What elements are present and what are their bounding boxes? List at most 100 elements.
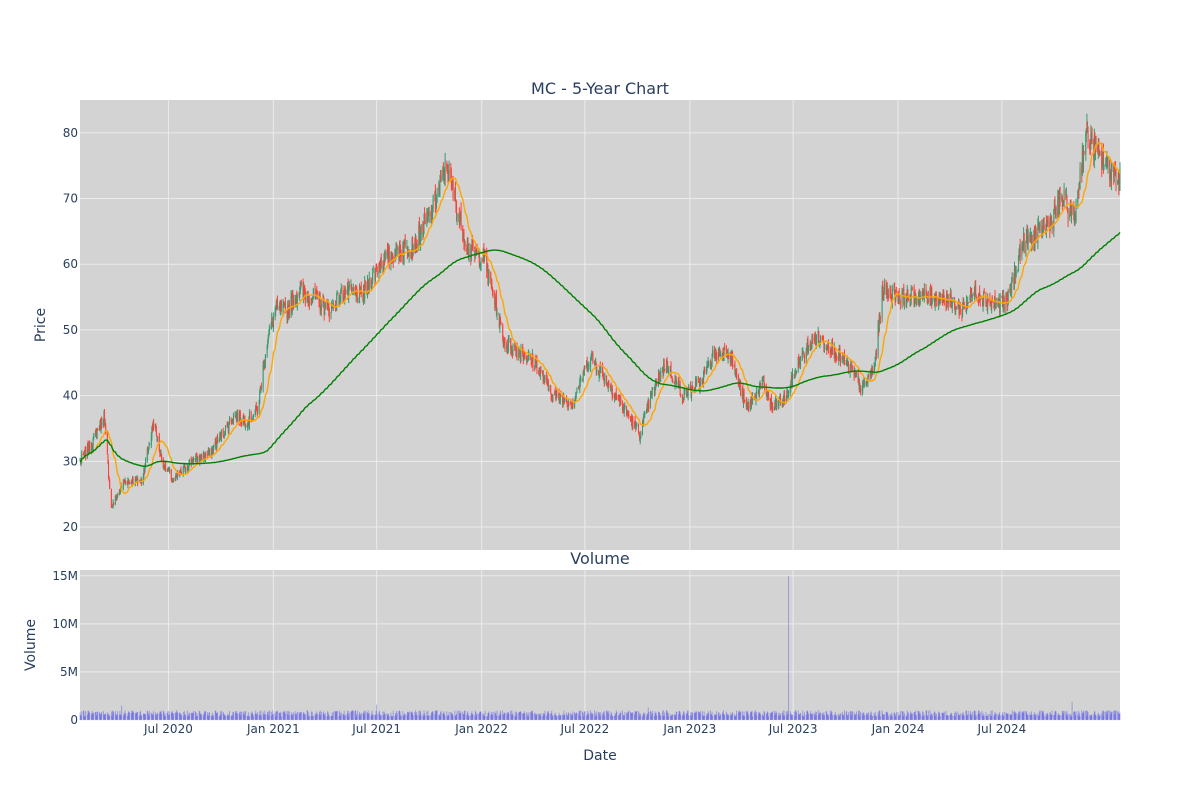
volume-bar (1038, 715, 1040, 720)
volume-bar (193, 710, 194, 720)
volume-bar (792, 714, 793, 720)
volume-bar (530, 711, 532, 720)
candle-body (1027, 235, 1029, 244)
candle-body (368, 285, 370, 291)
volume-bar (961, 713, 963, 720)
volume-bar (1073, 711, 1075, 720)
candle-body (183, 465, 185, 467)
volume-bar (643, 712, 645, 720)
candle-body (938, 297, 940, 304)
candle-body (419, 232, 421, 244)
candle-body (110, 490, 112, 507)
candle-body (739, 381, 741, 383)
volume-bar (1014, 710, 1015, 720)
volume-bar (259, 711, 261, 720)
candle-body (510, 349, 512, 352)
candle-body (444, 160, 446, 181)
candle-body (267, 334, 269, 342)
volume-bar (147, 711, 149, 720)
volume-bar (104, 714, 105, 720)
candle-body (116, 497, 118, 500)
volume-bar (279, 713, 281, 720)
candle-body (918, 295, 920, 306)
volume-bar (217, 712, 218, 720)
volume-bar (479, 711, 481, 720)
candle-body (950, 293, 952, 295)
volume-bar (343, 714, 345, 720)
volume-bar (949, 715, 951, 720)
volume-bar (690, 712, 692, 720)
volume-bar (1095, 714, 1096, 720)
candle-body (1094, 135, 1096, 155)
volume-bar (719, 714, 721, 720)
candle-body (404, 238, 406, 245)
volume-bar (835, 714, 837, 720)
candle-body (165, 462, 167, 470)
volume-bar (438, 714, 440, 720)
candle-body (663, 363, 665, 370)
candle-body (530, 354, 532, 357)
candle-body (702, 381, 704, 385)
candle-body (312, 296, 314, 299)
candle-body (1029, 234, 1031, 242)
candle-body (194, 458, 196, 461)
volume-bar (159, 712, 161, 720)
candle-body (475, 250, 477, 253)
candle-body (395, 242, 397, 260)
candle-body (905, 298, 907, 307)
candle-body (520, 348, 522, 360)
candle-body (319, 298, 321, 300)
candle-body (991, 296, 993, 303)
volume-bar (555, 715, 557, 720)
volume-bar (372, 714, 374, 720)
candle-body (907, 298, 909, 301)
volume-bar (258, 715, 260, 720)
candle-body (855, 373, 857, 377)
candle-body (835, 358, 837, 359)
candle-body (1061, 196, 1063, 203)
candle-body (919, 296, 921, 306)
candle-body (618, 395, 620, 399)
candle-body (639, 434, 641, 441)
candle-body (458, 213, 460, 221)
volume-bar (172, 713, 174, 720)
candle-body (603, 379, 605, 384)
volume-bar (1002, 712, 1003, 720)
volume-bar (460, 712, 462, 720)
volume-bar (885, 712, 887, 720)
candle-body (758, 384, 760, 394)
candle-body (471, 242, 473, 251)
volume-bar (79, 712, 81, 720)
volume-bar (875, 716, 877, 720)
volume-bar (128, 711, 130, 720)
volume-bar (1047, 714, 1049, 720)
candle-body (584, 367, 586, 369)
volume-chart-title: Volume (570, 549, 630, 568)
candle-body (855, 376, 857, 378)
volume-bar (347, 710, 349, 720)
candle-body (288, 302, 290, 315)
volume-bar (386, 713, 388, 720)
volume-bar (943, 711, 945, 720)
volume-bar (482, 715, 484, 720)
candle-body (522, 346, 524, 355)
candle-body (985, 295, 987, 303)
candle-body (679, 384, 681, 395)
volume-bar (383, 715, 384, 720)
candle-body (283, 302, 285, 304)
volume-bar (1023, 711, 1025, 720)
candle-body (85, 448, 87, 458)
volume-bar (169, 714, 171, 720)
candle-body (910, 288, 912, 301)
candle-body (228, 425, 230, 433)
candle-body (236, 412, 238, 421)
volume-bar (530, 712, 532, 720)
candle-body (729, 353, 731, 363)
candle-body (622, 405, 624, 410)
candle-body (496, 312, 498, 318)
volume-bar (319, 712, 321, 720)
candle-body (1003, 297, 1005, 311)
volume-bar (875, 715, 877, 720)
volume-bar (1090, 716, 1092, 720)
